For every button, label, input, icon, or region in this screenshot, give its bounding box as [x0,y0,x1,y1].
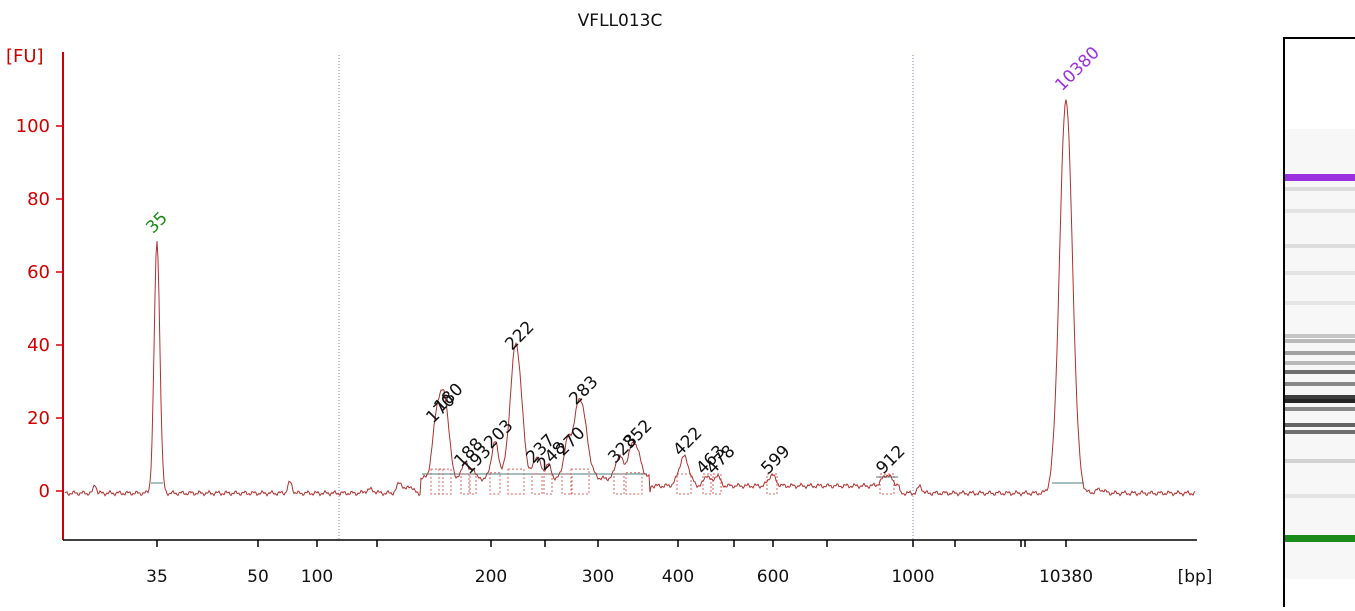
gel-band [1285,395,1355,399]
peak-label: 912 [872,441,909,478]
peak-region-box [570,468,590,495]
y-tick-label: 0 [39,481,50,502]
gel-band-lower-marker [1285,535,1355,542]
peak-label: 283 [565,372,602,409]
peak-region-box [613,473,625,495]
y-tick-label: 40 [27,335,50,356]
gel-background [1285,129,1355,579]
peak-label: 35 [142,208,171,237]
peak-region-box [531,473,543,495]
x-tick-label: 600 [757,567,789,587]
peak-region-box [676,473,692,495]
gel-band [1285,339,1355,343]
electropherogram: VFLL013C [FU] [bp] 0 20 40 60 80 100 35 50 100 2… [6,11,1213,587]
y-tick-label: 80 [27,189,50,210]
gel-image [1283,37,1355,607]
gel-band [1285,430,1355,434]
y-tick-label: 20 [27,408,50,429]
peak-region-box [712,473,722,495]
x-tick-label: 200 [475,567,507,587]
peak-region-box [438,468,452,495]
gel-band [1285,271,1355,275]
y-tick-label: 100 [16,116,50,137]
gel-band [1285,187,1355,191]
gel-band [1285,407,1355,411]
gel-band [1285,244,1355,248]
gel-band [1285,351,1355,355]
peak-label: 222 [501,317,538,354]
y-axis-label: [FU] [6,46,44,67]
gel-band [1285,301,1355,305]
gel-band [1285,370,1355,374]
peak-label: 599 [757,441,794,478]
peak-region-box [507,468,525,495]
x-axis-label: [bp] [1178,567,1213,587]
y-tick-label: 60 [27,262,50,283]
peak-region-box [469,473,477,495]
gel-band [1285,334,1355,338]
gel-lane [1285,129,1355,579]
trace-line [64,99,1196,497]
peak-region-box [625,472,643,495]
gel-band [1285,459,1355,463]
gel-band [1285,399,1355,403]
peak-region-box [543,473,553,495]
peak-region-box [879,473,895,495]
x-tick-label: 1000 [891,567,934,587]
gel-band [1285,361,1355,365]
peak-region-box [430,468,444,495]
gel-band-upper-marker [1285,174,1355,181]
x-tick-label: 300 [582,567,614,587]
gel-band [1285,494,1355,498]
gel-band [1285,209,1355,213]
x-tick-label: 50 [247,567,269,587]
gel-band [1285,382,1355,386]
x-tick-label: 10380 [1039,567,1093,587]
peak-label: 10380 [1051,43,1103,95]
peak-region-box [702,473,712,495]
peak-region-box [561,473,573,495]
x-tick-label: 100 [301,567,333,587]
gel-band [1285,423,1355,427]
x-tick-label: 400 [662,567,694,587]
chart-title: VFLL013C [578,11,663,31]
x-tick-label: 35 [146,567,168,587]
peak-region-box [489,472,501,495]
peak-region-box [460,473,470,495]
